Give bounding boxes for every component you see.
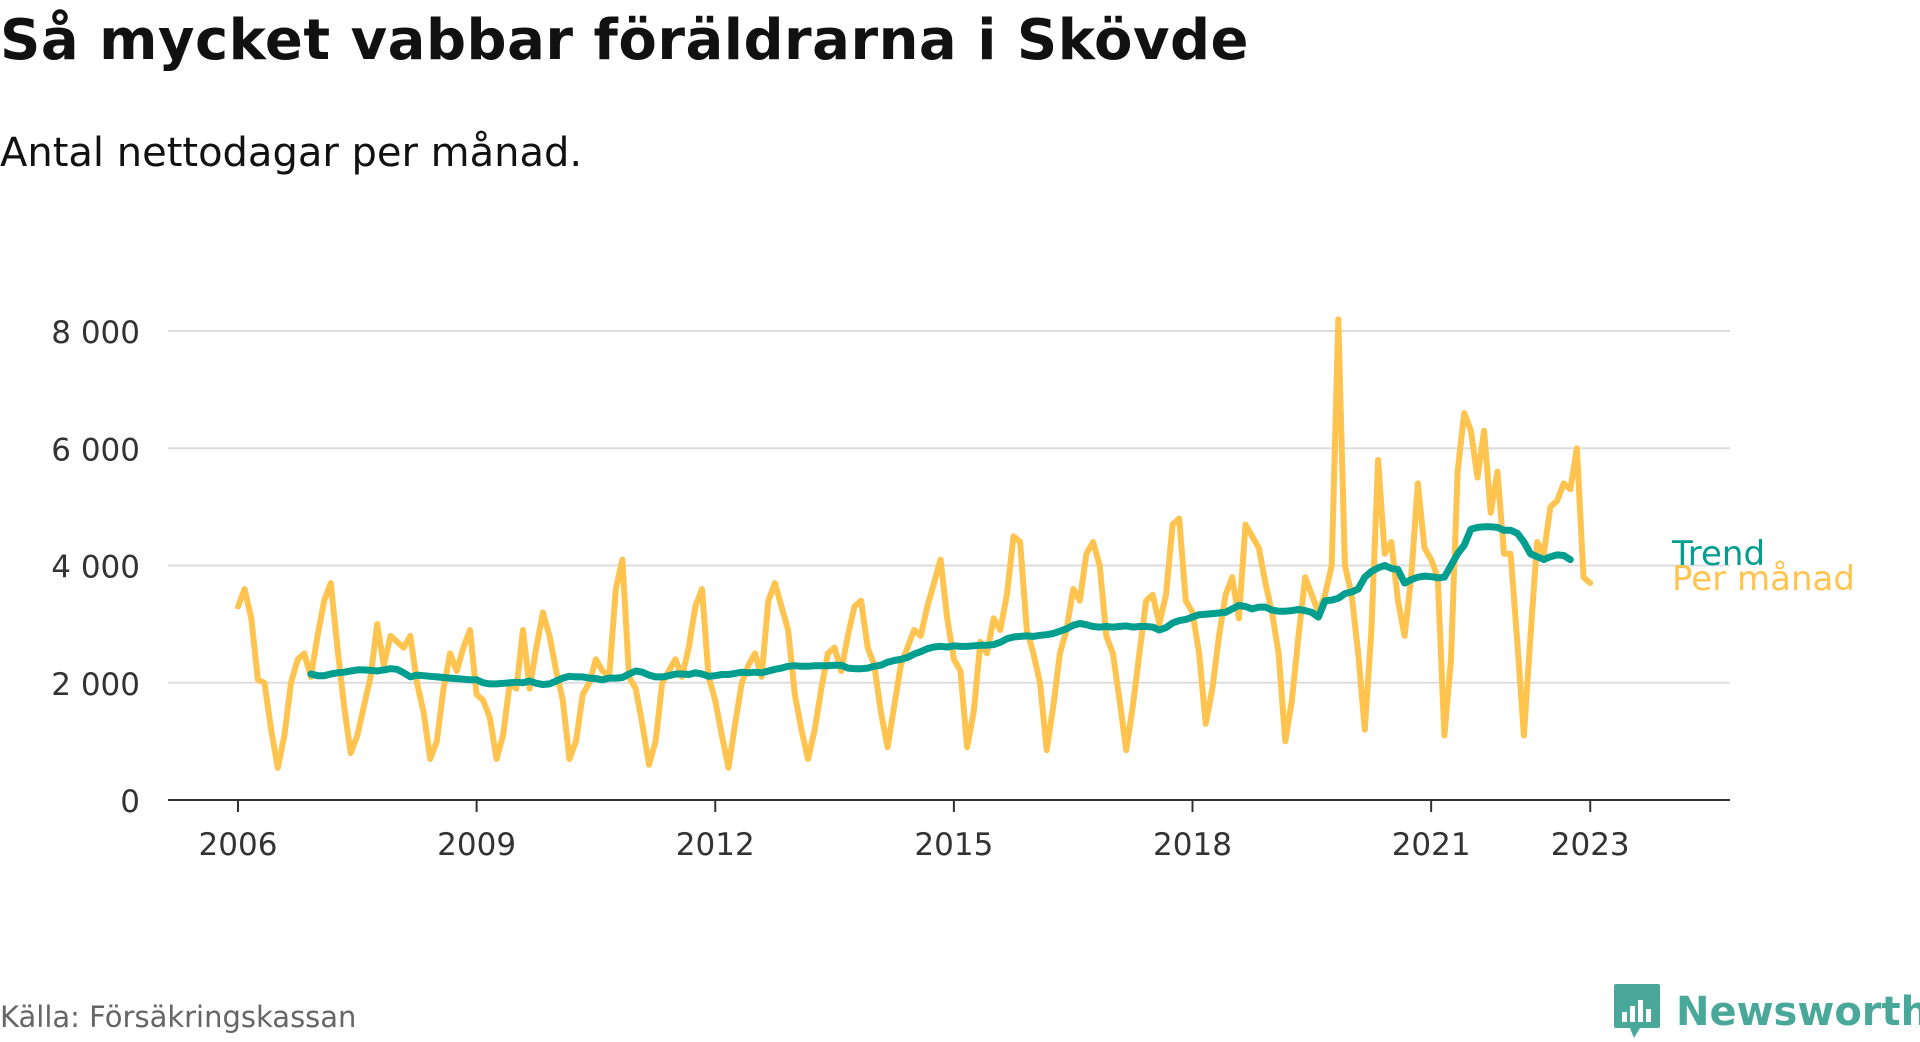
x-tick-label: 2021 [1392,827,1471,863]
chart-subtitle: Antal nettodagar per månad. [0,130,583,176]
x-tick-label: 2012 [676,827,755,863]
x-tick-label: 2006 [199,827,278,863]
brand-name: Newsworthy [1676,989,1920,1035]
y-tick-label: 2 000 [51,667,140,703]
grid-lines [168,330,1730,684]
series-line-per-manad [235,316,1594,771]
newsworthy-logo-icon [1614,984,1660,1038]
x-tick-label: 2023 [1551,827,1630,863]
y-axis-tick-labels: 0 2 000 4 000 6 000 8 000 [51,315,140,820]
legend-label-trend: Trend [1671,534,1765,574]
x-tick-label: 2018 [1153,827,1232,863]
y-tick-label: 6 000 [51,432,140,468]
source-note: Källa: Försäkringskassan [0,1000,357,1034]
x-tick-label: 2009 [437,827,516,863]
y-tick-label: 8 000 [51,315,140,351]
y-tick-label: 4 000 [51,550,140,586]
series-line-trend [307,523,1574,688]
chart-title: Så mycket vabbar föräldrarna i Skövde [0,8,1250,73]
y-tick-label: 0 [120,784,140,820]
legend-label-per-manad: Per månad [1672,559,1855,599]
brand-logo[interactable]: Newsworthy [1612,982,1920,1042]
series-lines [235,316,1594,771]
x-tick-label: 2015 [914,827,993,863]
x-axis-ticks: 2006 2009 2012 2015 2018 2021 2023 [199,800,1630,863]
